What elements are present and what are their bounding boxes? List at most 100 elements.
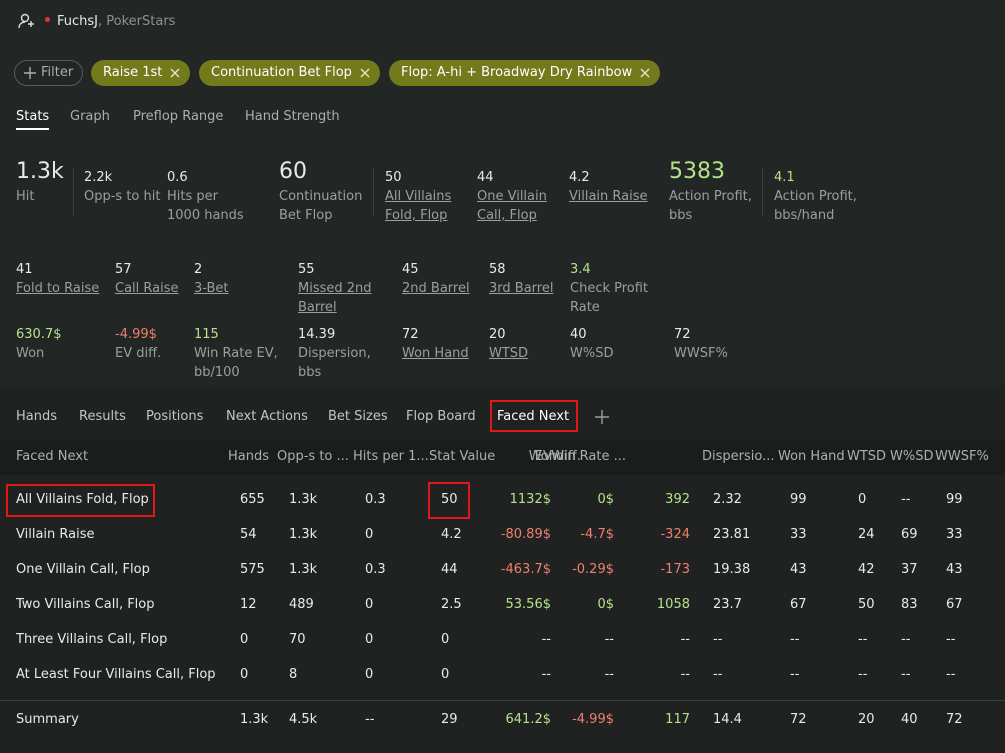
cell: 0.3 — [365, 562, 386, 577]
report-tab[interactable]: Bet Sizes — [328, 409, 388, 424]
filter-chip[interactable]: Raise 1st — [91, 60, 191, 86]
column-header[interactable]: Stat Value — [429, 449, 496, 464]
plus-icon — [24, 67, 36, 79]
cell: 4.2 — [441, 527, 462, 542]
cell: 8 — [289, 667, 298, 682]
stat-label[interactable]: 3rd Barrel — [489, 281, 554, 296]
column-header[interactable]: Hits per 1... — [353, 449, 429, 464]
stat-value: 2 — [194, 262, 203, 277]
stat-value: 40 — [570, 327, 587, 342]
report-tab[interactable]: Flop Board — [406, 409, 476, 424]
row-label: Two Villains Call, Flop — [16, 597, 155, 612]
chip-label: Raise 1st — [103, 65, 163, 80]
column-header[interactable]: Won — [528, 449, 557, 464]
cell: -- — [901, 667, 911, 682]
cell: 33 — [946, 527, 963, 542]
divider — [373, 168, 374, 216]
column-header[interactable]: Win Rate ... — [551, 449, 626, 464]
column-header[interactable]: Dispersio... — [702, 449, 775, 464]
report-tab[interactable]: Next Actions — [226, 409, 308, 424]
remove-icon[interactable] — [170, 68, 180, 78]
chip-label: Flop: A-hi + Broadway Dry Rainbow — [401, 65, 633, 80]
stat-label[interactable]: All Villains Fold, Flop — [385, 189, 452, 223]
stat-value: 4.2 — [569, 170, 590, 185]
add-filter-label: Filter — [41, 65, 74, 80]
report-tab[interactable]: Faced Next — [497, 409, 570, 424]
user-icon — [18, 13, 34, 29]
row-label: Summary — [16, 712, 79, 727]
tab[interactable]: Preflop Range — [133, 109, 224, 124]
column-header[interactable]: Won Hand — [778, 449, 845, 464]
cell: 14.4 — [713, 712, 742, 727]
cell: -- — [604, 632, 614, 647]
cell: -- — [946, 632, 956, 647]
report-tab[interactable]: Hands — [16, 409, 58, 424]
filter-chip[interactable]: Continuation Bet Flop — [199, 60, 380, 86]
stat-label[interactable]: 3-Bet — [194, 281, 229, 296]
column-header[interactable]: Hands — [228, 449, 270, 464]
tab[interactable]: Stats — [16, 109, 50, 124]
add-filter[interactable]: Filter — [14, 60, 83, 86]
stat-value: 5383 — [669, 159, 725, 184]
remove-icon[interactable] — [360, 68, 370, 78]
cell: 392 — [665, 492, 690, 507]
cell: 0 — [240, 632, 249, 647]
cell: 33 — [790, 527, 807, 542]
column-header[interactable]: EV diff. — [534, 449, 581, 464]
cell: 0 — [441, 667, 450, 682]
cell: -- — [541, 667, 551, 682]
account: FuchsJ, PokerStars — [57, 14, 175, 29]
column-header[interactable]: Opp-s to ... — [277, 449, 349, 464]
stat-value: 14.39 — [298, 327, 336, 342]
cell: 50 — [441, 492, 458, 507]
cell: 69 — [901, 527, 918, 542]
stat-label[interactable]: Fold to Raise — [16, 281, 100, 296]
cell: 70 — [289, 632, 306, 647]
stat-label[interactable]: 2nd Barrel — [402, 281, 470, 296]
column-header[interactable]: WTSD — [847, 449, 887, 464]
cell: -173 — [660, 562, 690, 577]
column-header[interactable]: Faced Next — [16, 449, 89, 464]
cell: 4.5k — [289, 712, 318, 727]
cell: 2.5 — [441, 597, 462, 612]
chip-label: Continuation Bet Flop — [211, 65, 352, 80]
cell: 37 — [901, 562, 918, 577]
cell: -- — [713, 667, 723, 682]
highlight-box — [490, 400, 578, 432]
report-tab[interactable]: Positions — [146, 409, 204, 424]
add-tab[interactable] — [595, 410, 609, 424]
stat-value: 44 — [477, 170, 494, 185]
filter-chip[interactable]: Flop: A-hi + Broadway Dry Rainbow — [389, 60, 661, 86]
cell: -- — [680, 667, 690, 682]
tab[interactable]: Graph — [70, 109, 110, 124]
stat-label[interactable]: Missed 2nd Barrel — [298, 281, 372, 315]
stat-value: 57 — [115, 262, 132, 277]
stat-value: 41 — [16, 262, 33, 277]
cell: 29 — [441, 712, 458, 727]
cell: 72 — [946, 712, 963, 727]
row-label: All Villains Fold, Flop — [16, 492, 149, 507]
stat-value: 72 — [402, 327, 419, 342]
stat-label[interactable]: WTSD — [489, 346, 529, 361]
cell: 0 — [365, 597, 374, 612]
column-header[interactable]: WWSF% — [935, 449, 989, 464]
cell: -80.89$ — [500, 527, 551, 542]
cell: 20 — [858, 712, 875, 727]
remove-icon[interactable] — [640, 68, 650, 78]
stat-label[interactable]: Villain Raise — [569, 189, 648, 204]
cell: 43 — [790, 562, 807, 577]
divider — [73, 168, 74, 216]
summary-separator — [0, 700, 1005, 701]
stat-label[interactable]: Call Raise — [115, 281, 179, 296]
cell: 54 — [240, 527, 257, 542]
site: , PokerStars — [98, 14, 176, 29]
cell: -0.29$ — [572, 562, 614, 577]
cell: -4.99$ — [572, 712, 614, 727]
stat-label[interactable]: One Villain Call, Flop — [477, 189, 547, 223]
column-header[interactable]: W%SD — [890, 449, 934, 464]
report-tab[interactable]: Results — [79, 409, 126, 424]
tab[interactable]: Hand Strength — [245, 109, 340, 124]
stat-value: 60 — [279, 159, 307, 184]
stat-value: 58 — [489, 262, 506, 277]
stat-label[interactable]: Won Hand — [402, 346, 469, 361]
